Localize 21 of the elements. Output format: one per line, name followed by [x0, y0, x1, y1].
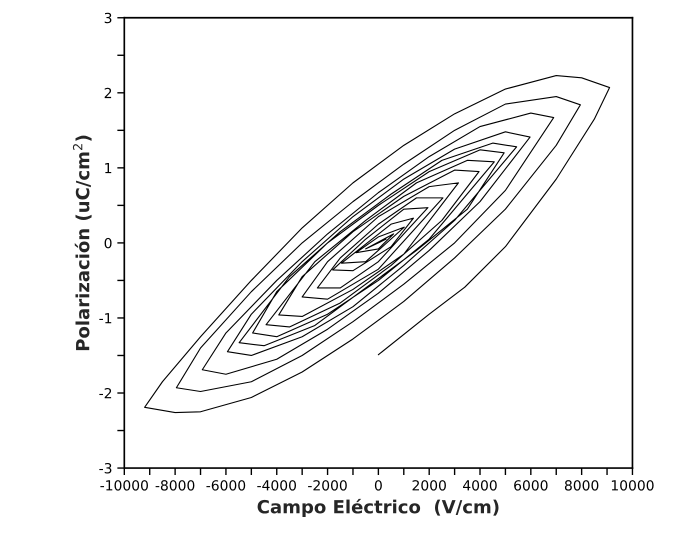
line-series	[144, 74, 610, 414]
x-axis-title: Campo Eléctrico (V/cm)	[258, 498, 498, 518]
y-tick-label: -3	[99, 463, 112, 474]
x-tick-label: 4000	[463, 480, 497, 491]
y-tick-label: 1	[105, 163, 112, 174]
y-axis-title: Polarización (uC/cm$^{2}$)	[72, 136, 92, 350]
x-tick-label: 2000	[412, 480, 446, 491]
y-tick-label: 3	[104, 12, 112, 24]
x-tick-label: -4000	[257, 480, 296, 491]
x-tick-label: -8000	[156, 480, 194, 491]
x-tick-label: 0	[374, 480, 382, 491]
x-tick-label: 8000	[564, 480, 598, 491]
x-tick-label: 6000	[514, 480, 548, 491]
x-tick-label: -2000	[308, 480, 347, 491]
y-tick-label: -2	[99, 388, 112, 398]
y-tick-label: 0	[104, 238, 112, 248]
y-tick-label: 2	[104, 88, 112, 98]
x-tick-label: -6000	[206, 480, 246, 491]
y-tick-label: -1	[99, 313, 112, 324]
x-tick-label: 10000	[612, 480, 654, 491]
x-tick-label: -10000	[100, 480, 148, 491]
